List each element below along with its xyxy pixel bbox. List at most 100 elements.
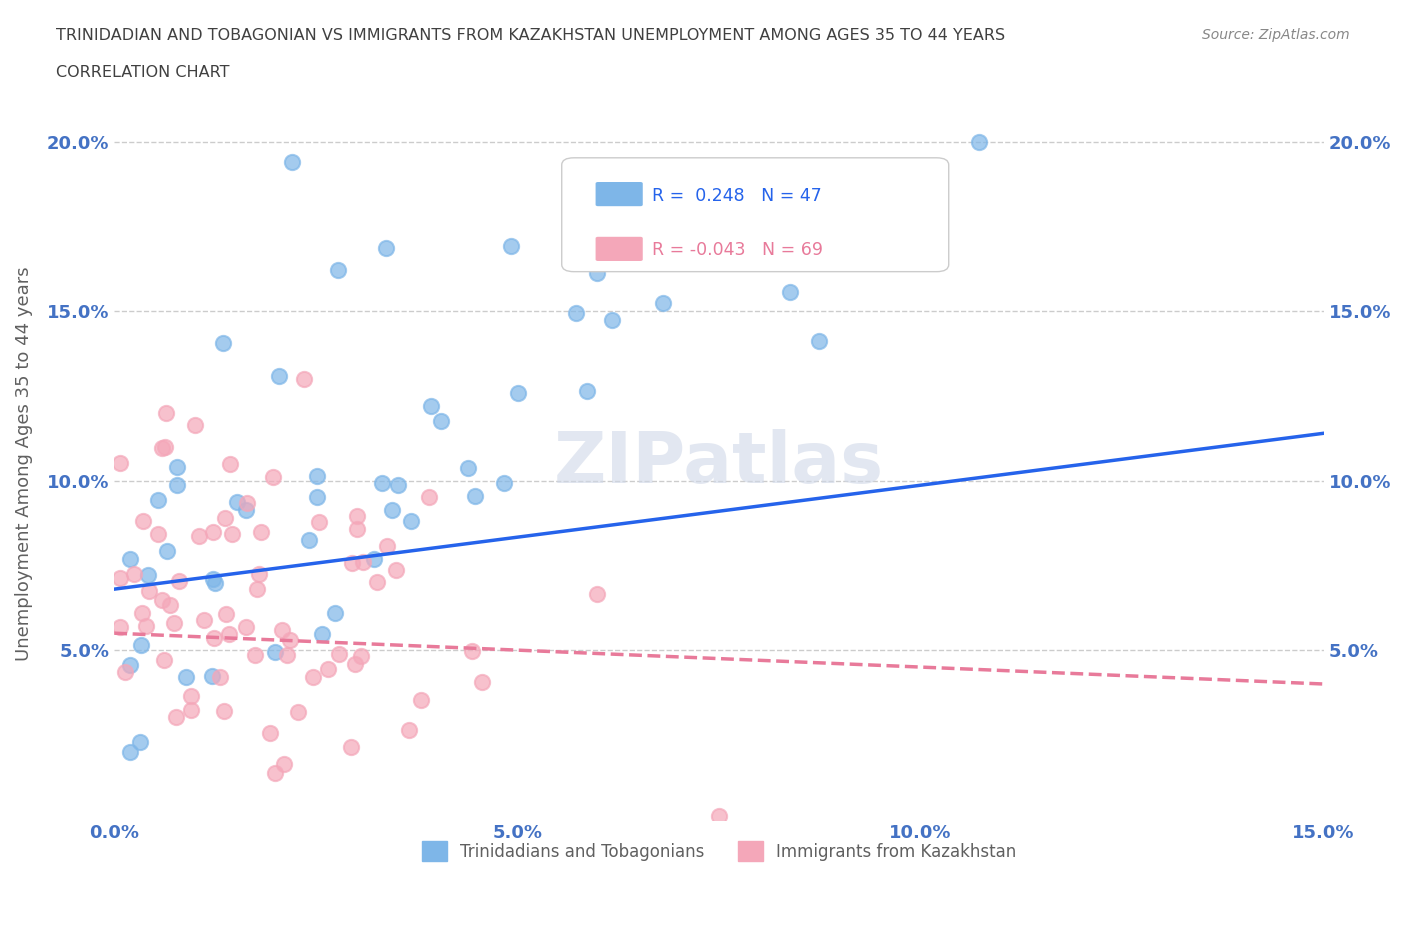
Point — [707, 809, 730, 824]
FancyBboxPatch shape — [596, 237, 643, 261]
Point — [236, 496, 259, 511]
Point — [399, 514, 422, 529]
Point — [586, 265, 609, 280]
Point — [120, 744, 142, 759]
Point — [188, 529, 211, 544]
Point — [387, 478, 409, 493]
Point — [247, 567, 270, 582]
Point — [150, 592, 173, 607]
Point — [110, 456, 132, 471]
Point — [235, 503, 257, 518]
Point — [429, 413, 451, 428]
Point — [366, 575, 388, 590]
Point — [212, 703, 235, 718]
Point — [375, 538, 398, 553]
Point — [166, 478, 188, 493]
Point — [114, 665, 136, 680]
Point — [218, 626, 240, 641]
Point — [271, 623, 294, 638]
Point — [148, 526, 170, 541]
Point — [499, 239, 522, 254]
Point — [276, 647, 298, 662]
Point — [131, 514, 153, 529]
Point — [371, 476, 394, 491]
Point — [292, 372, 315, 387]
Point — [308, 515, 330, 530]
Point — [155, 405, 177, 420]
Text: ZIPatlas: ZIPatlas — [554, 430, 884, 498]
Point — [419, 399, 441, 414]
Point — [235, 619, 257, 634]
Point — [174, 670, 197, 684]
Point — [565, 305, 588, 320]
Point — [328, 646, 350, 661]
Point — [311, 627, 333, 642]
Point — [138, 567, 160, 582]
Point — [150, 441, 173, 456]
Point — [163, 616, 186, 631]
Point — [250, 525, 273, 539]
Point — [280, 154, 302, 169]
Point — [153, 440, 176, 455]
Point — [166, 460, 188, 475]
Point — [211, 336, 233, 351]
FancyBboxPatch shape — [562, 158, 949, 272]
Point — [600, 312, 623, 327]
Point — [135, 618, 157, 633]
Point — [298, 533, 321, 548]
Point — [131, 605, 153, 620]
Point — [326, 263, 349, 278]
Point — [418, 490, 440, 505]
Point — [155, 544, 177, 559]
Point — [202, 525, 225, 539]
Point — [779, 285, 801, 299]
Text: R = -0.043   N = 69: R = -0.043 N = 69 — [652, 241, 824, 259]
Point — [301, 670, 323, 684]
Point — [225, 495, 247, 510]
Point — [129, 735, 152, 750]
Point — [120, 551, 142, 566]
Legend: Trinidadians and Tobagonians, Immigrants from Kazakhstan: Trinidadians and Tobagonians, Immigrants… — [415, 834, 1024, 868]
Y-axis label: Unemployment Among Ages 35 to 44 years: Unemployment Among Ages 35 to 44 years — [15, 267, 32, 661]
Point — [202, 631, 225, 645]
Point — [219, 457, 242, 472]
Point — [167, 573, 190, 588]
Point — [110, 619, 132, 634]
Point — [180, 702, 202, 717]
Point — [346, 521, 368, 536]
Point — [343, 657, 366, 671]
Point — [259, 725, 281, 740]
Point — [305, 490, 328, 505]
Point — [385, 563, 408, 578]
Point — [122, 566, 145, 581]
Point — [204, 576, 226, 591]
Point — [363, 552, 385, 567]
Point — [262, 470, 284, 485]
Point — [208, 670, 231, 684]
Point — [398, 723, 420, 737]
Point — [184, 418, 207, 432]
Text: CORRELATION CHART: CORRELATION CHART — [56, 65, 229, 80]
Point — [120, 658, 142, 672]
Point — [575, 383, 598, 398]
Text: TRINIDADIAN AND TOBAGONIAN VS IMMIGRANTS FROM KAZAKHSTAN UNEMPLOYMENT AMONG AGES: TRINIDADIAN AND TOBAGONIAN VS IMMIGRANTS… — [56, 28, 1005, 43]
Point — [506, 386, 529, 401]
Point — [193, 612, 215, 627]
Point — [146, 492, 169, 507]
Text: Source: ZipAtlas.com: Source: ZipAtlas.com — [1202, 28, 1350, 42]
Point — [457, 460, 479, 475]
Point — [202, 572, 225, 587]
Point — [808, 334, 831, 349]
Text: R =  0.248   N = 47: R = 0.248 N = 47 — [652, 187, 823, 205]
Point — [651, 296, 673, 311]
Point — [494, 475, 516, 490]
Point — [287, 704, 309, 719]
Point — [246, 582, 269, 597]
Point — [969, 135, 991, 150]
Point — [340, 739, 363, 754]
Point — [243, 647, 266, 662]
Point — [349, 648, 371, 663]
Point — [152, 652, 174, 667]
Point — [464, 488, 486, 503]
Point — [201, 669, 224, 684]
